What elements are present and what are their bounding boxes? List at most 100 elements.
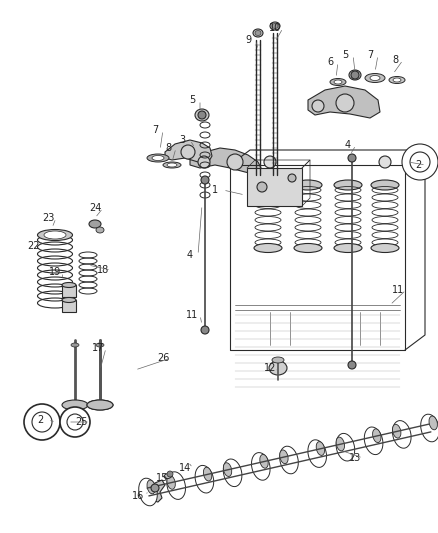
Circle shape [410, 152, 430, 172]
Ellipse shape [272, 23, 278, 28]
Text: 8: 8 [392, 55, 398, 65]
Polygon shape [308, 86, 380, 118]
Ellipse shape [330, 78, 346, 85]
Ellipse shape [147, 480, 155, 494]
Polygon shape [146, 480, 165, 502]
Circle shape [67, 414, 83, 430]
Ellipse shape [370, 76, 380, 80]
Ellipse shape [89, 220, 101, 228]
Circle shape [167, 471, 173, 477]
Ellipse shape [294, 244, 322, 253]
Ellipse shape [393, 78, 401, 82]
Ellipse shape [316, 442, 325, 455]
Text: 15: 15 [156, 473, 168, 483]
Circle shape [351, 71, 359, 79]
Ellipse shape [152, 156, 164, 160]
Text: 5: 5 [342, 50, 348, 60]
Text: 6: 6 [327, 57, 333, 67]
Circle shape [227, 154, 243, 170]
Circle shape [60, 407, 90, 437]
Text: 2: 2 [37, 415, 43, 425]
Ellipse shape [195, 465, 214, 493]
Circle shape [402, 144, 438, 180]
Ellipse shape [334, 180, 362, 190]
Ellipse shape [334, 80, 342, 84]
Ellipse shape [96, 227, 104, 233]
Text: 22: 22 [27, 241, 39, 251]
Ellipse shape [223, 459, 242, 487]
Ellipse shape [62, 282, 76, 287]
Text: 2: 2 [415, 160, 421, 170]
Ellipse shape [87, 400, 113, 410]
Text: 12: 12 [264, 363, 276, 373]
Bar [247, 168, 302, 206]
Text: 4: 4 [187, 250, 193, 260]
Ellipse shape [167, 475, 175, 489]
Ellipse shape [254, 180, 282, 190]
Ellipse shape [371, 180, 399, 190]
Text: 25: 25 [76, 417, 88, 427]
Circle shape [24, 404, 60, 440]
Ellipse shape [420, 414, 438, 442]
Circle shape [288, 174, 296, 182]
Text: 5: 5 [189, 95, 195, 105]
Ellipse shape [392, 424, 401, 438]
Text: 7: 7 [152, 125, 158, 135]
Ellipse shape [253, 29, 263, 37]
Ellipse shape [163, 162, 181, 168]
Circle shape [264, 156, 276, 168]
Text: 11: 11 [186, 310, 198, 320]
Circle shape [32, 412, 52, 432]
Ellipse shape [280, 450, 288, 464]
Circle shape [201, 176, 209, 184]
Ellipse shape [429, 416, 438, 430]
Ellipse shape [71, 343, 79, 347]
Ellipse shape [139, 478, 157, 506]
Text: 14: 14 [179, 463, 191, 473]
Circle shape [257, 182, 267, 192]
Ellipse shape [280, 446, 298, 474]
Circle shape [336, 94, 354, 112]
Text: 19: 19 [49, 267, 61, 277]
Text: 18: 18 [97, 265, 109, 275]
Ellipse shape [336, 433, 355, 461]
Text: 17: 17 [92, 343, 104, 353]
Text: 4: 4 [345, 140, 351, 150]
Ellipse shape [365, 74, 385, 83]
Ellipse shape [62, 400, 88, 410]
Text: 9: 9 [245, 35, 251, 45]
Ellipse shape [195, 109, 209, 121]
Bar [62, 300, 76, 312]
Ellipse shape [255, 30, 261, 36]
Ellipse shape [96, 343, 104, 347]
Circle shape [181, 145, 195, 159]
Ellipse shape [336, 437, 345, 451]
Ellipse shape [251, 453, 270, 480]
Circle shape [348, 361, 356, 369]
Ellipse shape [167, 163, 177, 167]
Ellipse shape [254, 244, 282, 253]
Text: 24: 24 [89, 203, 101, 213]
Ellipse shape [308, 440, 326, 467]
Text: 3: 3 [179, 135, 185, 145]
Ellipse shape [38, 230, 73, 240]
Circle shape [198, 111, 206, 119]
Ellipse shape [167, 472, 186, 499]
Circle shape [201, 326, 209, 334]
Circle shape [348, 154, 356, 162]
Ellipse shape [44, 231, 66, 239]
Ellipse shape [270, 22, 280, 30]
Ellipse shape [203, 467, 212, 481]
Ellipse shape [364, 427, 383, 455]
Ellipse shape [223, 463, 232, 477]
Ellipse shape [147, 154, 169, 162]
Circle shape [379, 156, 391, 168]
Polygon shape [165, 140, 212, 163]
Text: 11: 11 [392, 285, 404, 295]
Ellipse shape [334, 244, 362, 253]
Ellipse shape [269, 361, 287, 375]
Circle shape [312, 100, 324, 112]
Ellipse shape [62, 297, 76, 303]
Ellipse shape [349, 70, 361, 80]
Ellipse shape [272, 357, 284, 363]
